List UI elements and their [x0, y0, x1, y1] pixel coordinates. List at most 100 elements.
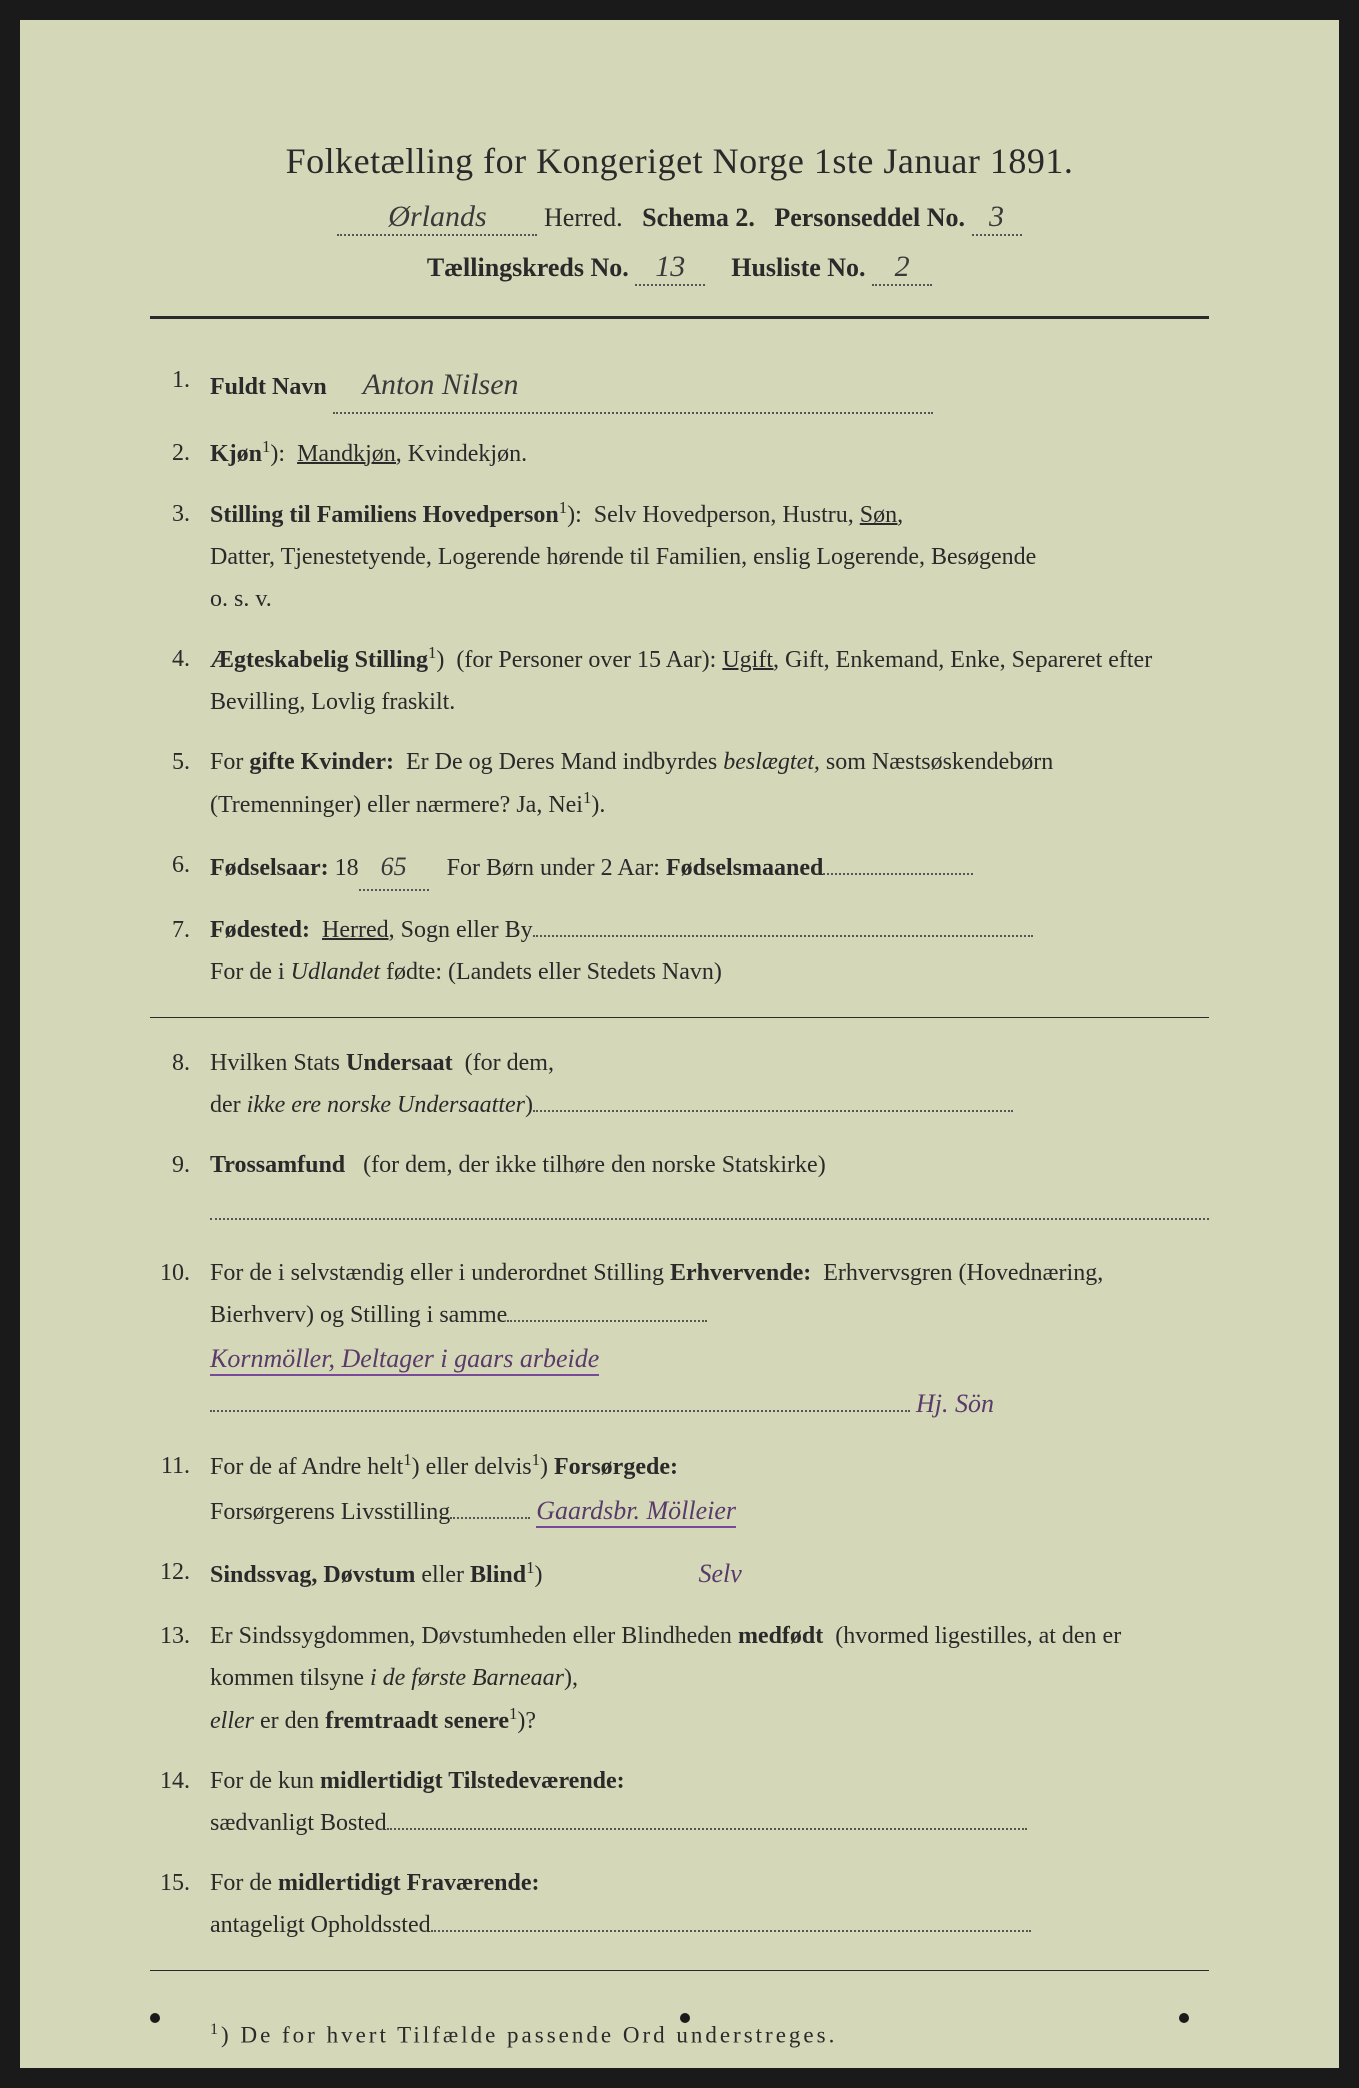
q14-blank — [387, 1828, 1027, 1830]
row-9: 9. Trossamfund (for dem, der ikke tilhør… — [150, 1144, 1209, 1234]
q14-label: midlertidigt Tilstedeværende: — [320, 1768, 625, 1794]
num-4: 4. — [150, 638, 210, 723]
q13-text3: ), — [564, 1665, 578, 1691]
q7-text3: fødte: (Landets eller Stedets Navn) — [386, 959, 722, 985]
q10-label: Erhvervende: — [670, 1260, 811, 1286]
q10-blank1 — [507, 1320, 707, 1322]
row-13: 13. Er Sindssygdommen, Døvstumheden elle… — [150, 1615, 1209, 1742]
q2-opt1: Mandkjøn, — [297, 441, 402, 467]
q11-blank — [450, 1517, 530, 1519]
q11-label: Forsørgede: — [554, 1454, 678, 1480]
q13-italic1: i de første Barneaar — [370, 1665, 564, 1691]
q2-opt2: Kvindekjøn. — [408, 441, 527, 467]
q3-text3: o. s. v. — [210, 586, 272, 612]
q8-label: Undersaat — [346, 1050, 453, 1076]
q7-italic1: Udlandet — [291, 959, 380, 985]
census-form-page: Folketælling for Kongeriget Norge 1ste J… — [20, 20, 1339, 2068]
q3-label: Stilling til Familiens Hovedperson — [210, 502, 559, 528]
row-11: 11. For de af Andre helt1) eller delvis1… — [150, 1445, 1209, 1534]
q7-text2: For de i — [210, 959, 291, 985]
q3-son: Søn, — [860, 502, 903, 528]
num-12: 12. — [150, 1551, 210, 1597]
q8-text2: (for dem, — [465, 1050, 554, 1076]
q13-label2: fremtraadt senere — [325, 1708, 509, 1734]
q6-year: 65 — [359, 844, 429, 892]
person-no: 3 — [972, 200, 1022, 236]
kreds-label: Tællingskreds No. — [427, 253, 629, 282]
q7-herred: Herred, — [322, 917, 395, 943]
footnote-text: ) De for hvert Tilfælde passende Ord und… — [221, 2022, 837, 2047]
num-10: 10. — [150, 1252, 210, 1427]
num-9: 9. — [150, 1144, 210, 1234]
husliste-no: 2 — [872, 250, 932, 286]
q6-text1: For Børn under 2 Aar: — [447, 855, 666, 881]
q9-label: Trossamfund — [210, 1152, 345, 1178]
num-13: 13. — [150, 1615, 210, 1742]
q1-label: Fuldt Navn — [210, 374, 327, 400]
q13-text5: )? — [517, 1708, 536, 1734]
row-4: 4. Ægteskabelig Stilling1) (for Personer… — [150, 638, 1209, 723]
q6-month — [823, 873, 973, 875]
num-3: 3. — [150, 493, 210, 620]
q4-label: Ægteskabelig Stilling — [210, 647, 428, 673]
q13-text1: Er Sindssygdommen, Døvstumheden eller Bl… — [210, 1623, 738, 1649]
num-15: 15. — [150, 1862, 210, 1946]
num-2: 2. — [150, 432, 210, 475]
q3-text1: Selv Hovedperson, Hustru, — [594, 502, 860, 528]
q11-text1: For de af Andre helt — [210, 1454, 403, 1480]
q8-text1: Hvilken Stats — [210, 1050, 346, 1076]
row-5: 5. For gifte Kvinder: Er De og Deres Man… — [150, 741, 1209, 826]
pin-left — [150, 2013, 160, 2023]
row-7: 7. Fødested: Herred, Sogn eller By For d… — [150, 909, 1209, 993]
person-label: Personseddel No. — [774, 203, 965, 232]
q8-blank — [533, 1110, 1013, 1112]
q11-text4: Forsørgerens Livsstilling — [210, 1499, 450, 1525]
q2-sup: 1 — [262, 437, 270, 456]
row-15: 15. For de midlertidigt Fraværende: anta… — [150, 1862, 1209, 1946]
q13-text4: er den — [260, 1708, 325, 1734]
q1-value: Anton Nilsen — [333, 359, 933, 414]
q5-label: gifte Kvinder: — [249, 749, 394, 775]
row-14: 14. For de kun midlertidigt Tilstedevære… — [150, 1760, 1209, 1844]
q12-text1: eller — [421, 1562, 470, 1588]
q4-text1: (for Personer over 15 Aar): — [456, 647, 722, 673]
q3-text2: Datter, Tjenestetyende, Logerende hørend… — [210, 544, 1036, 570]
q12-label2: Blind — [470, 1562, 526, 1588]
q14-text1: For de kun — [210, 1768, 320, 1794]
q8-text3: der — [210, 1092, 247, 1118]
herred-value: Ørlands — [337, 200, 537, 236]
footnote-sup: 1 — [210, 2021, 221, 2038]
q10-hand1: Kornmöller, Deltager i gaars arbeide — [210, 1344, 599, 1376]
q12-hand: Selv — [698, 1559, 741, 1588]
herred-label: Herred. — [544, 203, 623, 232]
q5-text4: ). — [591, 792, 605, 818]
row-8: 8. Hvilken Stats Undersaat (for dem, der… — [150, 1042, 1209, 1126]
num-1: 1. — [150, 359, 210, 414]
q9-text1: (for dem, der ikke tilhøre den norske St… — [363, 1152, 826, 1178]
num-6: 6. — [150, 844, 210, 892]
row-3: 3. Stilling til Familiens Hovedperson1):… — [150, 493, 1209, 620]
header-line-1: Ørlands Herred. Schema 2. Personseddel N… — [150, 200, 1209, 236]
q8-text4: ) — [525, 1092, 533, 1118]
q6-prefix: 18 — [335, 855, 359, 881]
page-title: Folketælling for Kongeriget Norge 1ste J… — [150, 140, 1209, 182]
num-11: 11. — [150, 1445, 210, 1534]
q11-text2: ) eller delvis — [412, 1454, 532, 1480]
divider-bottom — [150, 1970, 1209, 1971]
row-10: 10. For de i selvstændig eller i underor… — [150, 1252, 1209, 1427]
num-5: 5. — [150, 741, 210, 826]
q15-text2: antageligt Opholdssted — [210, 1912, 431, 1938]
q12-label: Sindssvag, Døvstum — [210, 1562, 415, 1588]
pin-right — [1179, 2013, 1189, 2023]
q3-sup: 1 — [559, 498, 567, 517]
num-7: 7. — [150, 909, 210, 993]
q11-sup2: 1 — [532, 1450, 540, 1469]
q15-label: midlertidigt Fraværende: — [278, 1870, 540, 1896]
q10-text1: For de i selvstændig eller i underordnet… — [210, 1260, 670, 1286]
kreds-no: 13 — [635, 250, 705, 286]
husliste-label: Husliste No. — [731, 253, 865, 282]
q7-text1: Sogn eller By — [401, 917, 533, 943]
q9-blank — [210, 1186, 1209, 1220]
row-6: 6. Fødselsaar: 1865 For Børn under 2 Aar… — [150, 844, 1209, 892]
footnote: 1) De for hvert Tilfælde passende Ord un… — [150, 2021, 1209, 2049]
